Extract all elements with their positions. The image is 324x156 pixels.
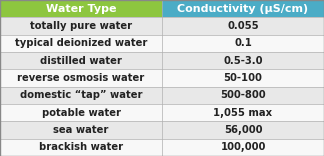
Bar: [162, 69, 324, 87]
Bar: [0, 139, 162, 156]
Text: distilled water: distilled water: [40, 56, 122, 66]
Text: reverse osmosis water: reverse osmosis water: [17, 73, 145, 83]
Bar: [162, 17, 324, 35]
Bar: [162, 104, 324, 121]
Text: brackish water: brackish water: [39, 142, 123, 152]
Text: 0.1: 0.1: [234, 38, 252, 48]
Bar: [0, 17, 162, 35]
Bar: [162, 87, 324, 104]
Text: Conductivity (μS/cm): Conductivity (μS/cm): [178, 4, 308, 14]
Bar: [162, 139, 324, 156]
Text: Water Type: Water Type: [46, 4, 116, 14]
Bar: [0, 69, 162, 87]
Bar: [0, 104, 162, 121]
Text: 50-100: 50-100: [224, 73, 262, 83]
Text: totally pure water: totally pure water: [30, 21, 132, 31]
Bar: [0, 121, 162, 139]
Bar: [0, 35, 162, 52]
Text: 56,000: 56,000: [224, 125, 262, 135]
Text: 500-800: 500-800: [220, 90, 266, 100]
Bar: [0, 52, 162, 69]
Bar: [0, 0, 162, 17]
Text: typical deionized water: typical deionized water: [15, 38, 147, 48]
Text: sea water: sea water: [53, 125, 109, 135]
Text: domestic “tap” water: domestic “tap” water: [20, 90, 142, 100]
Bar: [162, 0, 324, 17]
Text: potable water: potable water: [41, 108, 121, 118]
Bar: [162, 121, 324, 139]
Bar: [0, 87, 162, 104]
Text: 0.055: 0.055: [227, 21, 259, 31]
Text: 100,000: 100,000: [220, 142, 266, 152]
Bar: [162, 35, 324, 52]
Text: 0.5-3.0: 0.5-3.0: [223, 56, 263, 66]
Text: 1,055 max: 1,055 max: [214, 108, 272, 118]
Bar: [162, 52, 324, 69]
